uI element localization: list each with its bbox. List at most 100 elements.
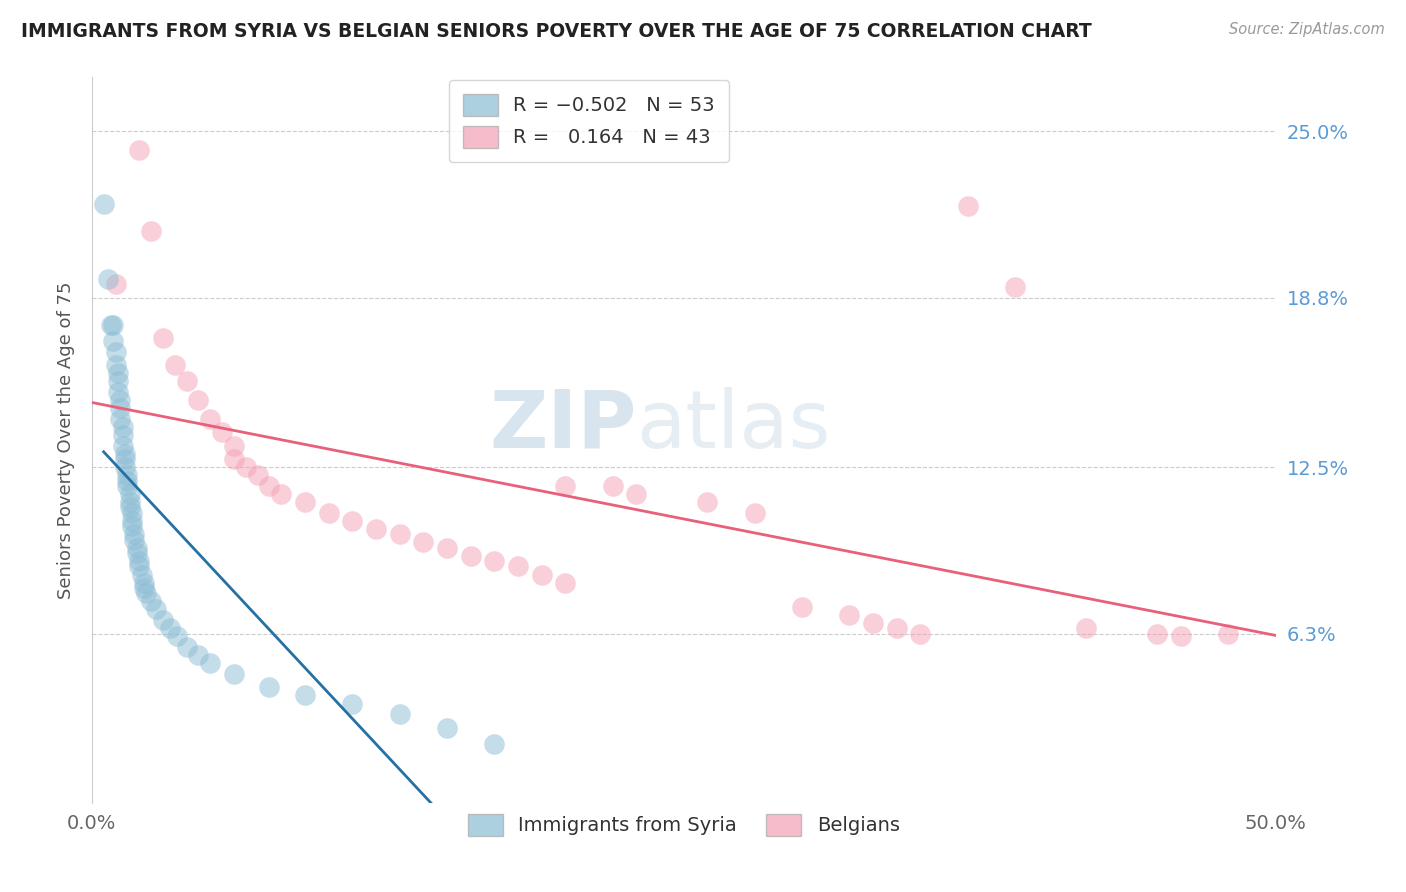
Point: [506, 559, 529, 574]
Point: [128, 143, 150, 157]
Point: [235, 460, 257, 475]
Point: [436, 541, 458, 555]
Point: [104, 358, 127, 372]
Point: [200, 657, 222, 671]
Point: [222, 452, 245, 467]
Point: [107, 374, 129, 388]
Point: [131, 567, 153, 582]
Point: [117, 468, 139, 483]
Point: [886, 621, 908, 635]
Point: [101, 334, 124, 348]
Point: [176, 640, 198, 654]
Point: [1004, 280, 1026, 294]
Point: [222, 667, 245, 681]
Legend: Immigrants from Syria, Belgians: Immigrants from Syria, Belgians: [460, 806, 907, 844]
Point: [838, 607, 860, 622]
Text: Source: ZipAtlas.com: Source: ZipAtlas.com: [1229, 22, 1385, 37]
Point: [484, 737, 506, 751]
Point: [602, 479, 624, 493]
Point: [318, 506, 340, 520]
Point: [101, 318, 124, 332]
Point: [114, 447, 136, 461]
Point: [460, 549, 482, 563]
Point: [125, 546, 148, 560]
Point: [1076, 621, 1098, 635]
Point: [128, 559, 150, 574]
Point: [626, 487, 648, 501]
Point: [294, 495, 316, 509]
Point: [956, 199, 979, 213]
Point: [117, 474, 139, 488]
Point: [200, 411, 222, 425]
Point: [259, 479, 281, 493]
Point: [111, 439, 134, 453]
Point: [107, 384, 129, 399]
Point: [111, 427, 134, 442]
Point: [104, 344, 127, 359]
Point: [211, 425, 233, 439]
Point: [342, 697, 364, 711]
Point: [139, 594, 162, 608]
Point: [125, 541, 148, 555]
Point: [790, 599, 813, 614]
Point: [121, 519, 143, 533]
Point: [484, 554, 506, 568]
Point: [222, 439, 245, 453]
Point: [97, 272, 120, 286]
Point: [152, 331, 174, 345]
Point: [436, 721, 458, 735]
Point: [412, 535, 434, 549]
Point: [104, 277, 127, 292]
Point: [128, 554, 150, 568]
Point: [117, 479, 139, 493]
Text: atlas: atlas: [637, 387, 831, 465]
Point: [176, 374, 198, 388]
Point: [110, 401, 132, 415]
Point: [135, 586, 157, 600]
Y-axis label: Seniors Poverty Over the Age of 75: Seniors Poverty Over the Age of 75: [58, 282, 75, 599]
Point: [166, 629, 188, 643]
Point: [132, 581, 155, 595]
Point: [530, 567, 553, 582]
Point: [110, 411, 132, 425]
Point: [111, 419, 134, 434]
Point: [124, 527, 146, 541]
Point: [187, 392, 209, 407]
Point: [187, 648, 209, 662]
Point: [139, 224, 162, 238]
Point: [910, 626, 932, 640]
Point: [342, 514, 364, 528]
Point: [121, 514, 143, 528]
Point: [124, 533, 146, 547]
Point: [744, 506, 766, 520]
Point: [388, 527, 411, 541]
Point: [159, 621, 181, 635]
Point: [862, 615, 884, 630]
Point: [259, 681, 281, 695]
Point: [554, 575, 576, 590]
Point: [118, 500, 141, 515]
Point: [1146, 626, 1168, 640]
Point: [110, 392, 132, 407]
Text: IMMIGRANTS FROM SYRIA VS BELGIAN SENIORS POVERTY OVER THE AGE OF 75 CORRELATION : IMMIGRANTS FROM SYRIA VS BELGIAN SENIORS…: [21, 22, 1092, 41]
Point: [364, 522, 387, 536]
Point: [132, 575, 155, 590]
Point: [118, 495, 141, 509]
Point: [152, 613, 174, 627]
Point: [1170, 629, 1192, 643]
Point: [114, 460, 136, 475]
Point: [246, 468, 269, 483]
Point: [1218, 626, 1240, 640]
Point: [107, 366, 129, 380]
Point: [118, 487, 141, 501]
Point: [294, 689, 316, 703]
Point: [270, 487, 292, 501]
Text: ZIP: ZIP: [489, 387, 637, 465]
Point: [114, 452, 136, 467]
Point: [388, 707, 411, 722]
Point: [121, 506, 143, 520]
Point: [554, 479, 576, 493]
Point: [100, 318, 122, 332]
Point: [163, 358, 186, 372]
Point: [93, 196, 115, 211]
